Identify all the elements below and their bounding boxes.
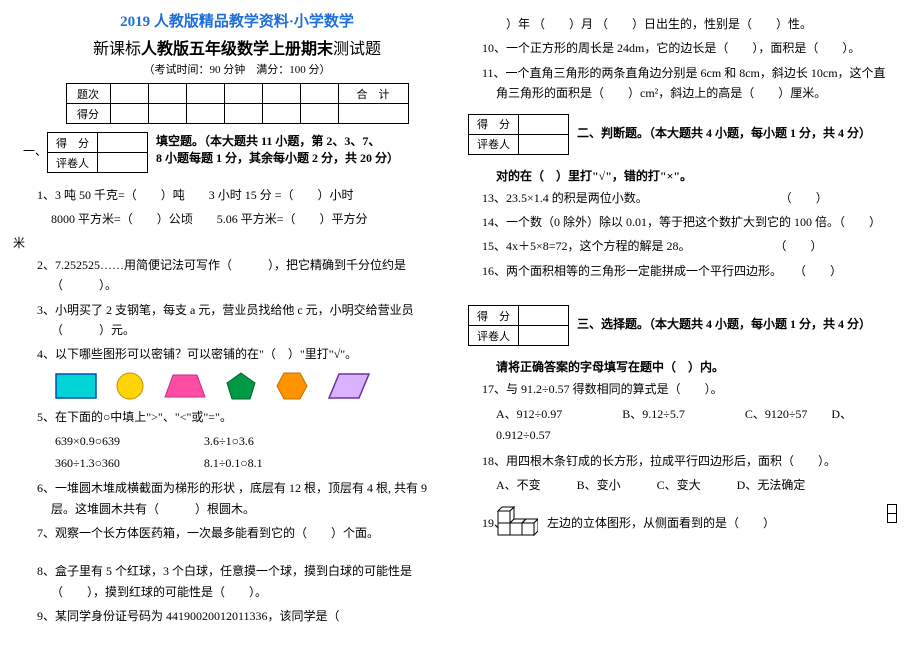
q9b: ）年 （ ）月 （ ）日出生的，性别是（ ）性。	[482, 14, 897, 34]
q15: 15、4x＋5×8=72，这个方程的解是 28。 （ ）	[482, 236, 897, 256]
score-cell	[262, 84, 300, 104]
answer-boxes	[887, 505, 897, 523]
grader-blank	[519, 114, 569, 134]
q4: 4、以下哪些图形可以密铺？可以密铺的在"（ ）"里打"√"。	[37, 344, 451, 364]
score-total: 合 计	[338, 84, 408, 104]
shape-row	[55, 371, 451, 401]
grader-name: 评卷人	[48, 153, 98, 173]
q10: 10、一个正方形的周长是 24dm，它的边长是（ ），面积是（ ）。	[482, 38, 897, 58]
mi-char: 米	[13, 234, 451, 251]
section-one-prefix: 一、	[23, 142, 47, 159]
score-cell	[186, 84, 224, 104]
grader-box: 得 分 评卷人	[47, 132, 148, 173]
score-table: 题次 合 计 得分	[66, 83, 409, 124]
q5a: 639×0.9○639 3.6÷1○3.6	[55, 431, 451, 453]
score-cell	[148, 84, 186, 104]
trapezoid-shape	[163, 373, 207, 399]
grader-box-2: 得 分 评卷人	[468, 114, 569, 155]
q1a: 1、3 吨 50 千克=（ ）吨 3 小时 15 分 =（ ）小时	[37, 185, 451, 205]
pentagon-shape	[225, 371, 257, 401]
q17-opts: A、912÷0.97 B、9.12÷5.7 C、9120÷57 D、0.912÷…	[496, 404, 897, 447]
exam-info: （考试时间：90 分钟 满分：100 分）	[23, 61, 451, 77]
q2: 2、7.252525……用简便记法可写作（ ），把它精确到千分位约是（ ）。	[37, 255, 451, 296]
parallelogram-shape	[327, 372, 371, 400]
q5: 5、在下面的○中填上">"、"<"或"="。	[37, 407, 451, 427]
title-prefix: 新课标	[93, 41, 141, 58]
score-row2-label: 得分	[66, 104, 110, 124]
q19: 19、 左边的立体图形，从侧面看到的是（ ）	[482, 501, 897, 547]
score-cell	[338, 104, 408, 124]
q17: 17、与 91.2÷0.57 得数相同的算式是（ ）。	[482, 379, 897, 399]
score-cell	[300, 84, 338, 104]
grader-blank	[519, 306, 569, 326]
grader-blank	[519, 134, 569, 154]
title-suffix: 测试题	[333, 41, 381, 58]
cube-figure	[506, 501, 538, 547]
title-bold: 人教版五年级数学上册期末	[141, 41, 333, 58]
score-cell	[224, 104, 262, 124]
q1b: 8000 平方米=（ ）公顷 5.06 平方米=（ ）平方分	[51, 209, 451, 229]
grader-blank	[519, 326, 569, 346]
score-cell	[110, 104, 148, 124]
q7: 7、观察一个长方体医药箱，一次最多能看到它的（ ）个面。	[37, 523, 451, 543]
grader-name: 评卷人	[469, 326, 519, 346]
main-title: 新课标人教版五年级数学上册期末测试题	[23, 35, 451, 59]
q18: 18、用四根木条钉成的长方形，拉成平行四边形后，面积（ ）。	[482, 451, 897, 471]
sec3-hint: 请将正确答案的字母填写在题中（ ）内。	[496, 358, 897, 375]
grader-blank	[98, 133, 148, 153]
grader-score: 得 分	[48, 133, 98, 153]
grader-box-3: 得 分 评卷人	[468, 305, 569, 346]
score-cell	[224, 84, 262, 104]
score-cell	[186, 104, 224, 124]
q3: 3、小明买了 2 支钢笔，每支 a 元，营业员找给他 c 元，小明交给营业员（ …	[37, 300, 451, 341]
score-cell	[262, 104, 300, 124]
q9: 9、某同学身份证号码为 44190020012011336，该同学是（	[37, 606, 451, 626]
blue-header: 2019 人教版精品教学资料·小学数学	[23, 10, 451, 31]
grader-blank	[98, 153, 148, 173]
q14: 14、一个数（0 除外）除以 0.01，等于把这个数扩大到它的 100 倍。（ …	[482, 212, 897, 232]
circle-shape	[115, 371, 145, 401]
hexagon-shape	[275, 371, 309, 401]
q5b: 360÷1.3○360 8.1÷0.1○8.1	[55, 453, 451, 475]
sec2-hint: 对的在（ ）里打"√"，错的打"×"。	[496, 167, 897, 184]
grader-score: 得 分	[469, 306, 519, 326]
q19-text: 左边的立体图形，从侧面看到的是（ ）	[547, 516, 775, 530]
q13: 13、23.5×1.4 的积是两位小数。 （ ）	[482, 188, 897, 208]
grader-name: 评卷人	[469, 134, 519, 154]
grader-score: 得 分	[469, 114, 519, 134]
score-cell	[300, 104, 338, 124]
q6: 6、一堆圆木堆成横截面为梯形的形状 ，底层有 12 根，顶层有 4 根, 共有 …	[37, 478, 451, 519]
q11: 11、一个直角三角形的两条直角边分别是 6cm 和 8cm，斜边长 10cm，这…	[482, 63, 897, 104]
q8: 8、盒子里有 5 个红球，3 个白球，任意摸一个球，摸到白球的可能性是（ ），摸…	[37, 561, 451, 602]
score-cell	[110, 84, 148, 104]
score-cell	[148, 104, 186, 124]
q18-opts: A、不变 B、变小 C、变大 D、无法确定	[496, 475, 897, 497]
rectangle-shape	[55, 373, 97, 399]
score-row1-label: 题次	[66, 84, 110, 104]
q16: 16、两个面积相等的三角形一定能拼成一个平行四边形。 （ ）	[482, 261, 897, 281]
